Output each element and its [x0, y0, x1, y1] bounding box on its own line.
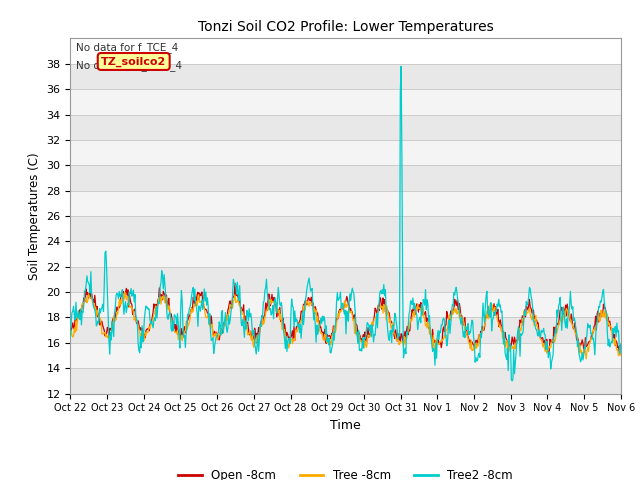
Text: No data for f_TCW_4: No data for f_TCW_4	[76, 60, 182, 71]
Y-axis label: Soil Temperatures (C): Soil Temperatures (C)	[28, 152, 41, 280]
Bar	[70, 292, 621, 317]
Bar	[70, 64, 621, 89]
Bar	[70, 115, 621, 140]
Bar	[70, 216, 621, 241]
Bar	[70, 165, 621, 191]
Bar	[70, 368, 621, 394]
Text: TZ_soilco2: TZ_soilco2	[101, 56, 166, 67]
Bar	[70, 267, 621, 292]
Bar	[70, 241, 621, 267]
Legend: Open -8cm, Tree -8cm, Tree2 -8cm: Open -8cm, Tree -8cm, Tree2 -8cm	[173, 465, 518, 480]
Bar	[70, 140, 621, 165]
Bar	[70, 317, 621, 343]
X-axis label: Time: Time	[330, 419, 361, 432]
Bar	[70, 191, 621, 216]
Title: Tonzi Soil CO2 Profile: Lower Temperatures: Tonzi Soil CO2 Profile: Lower Temperatur…	[198, 21, 493, 35]
Bar	[70, 343, 621, 368]
Bar	[70, 89, 621, 115]
Text: No data for f_TCE_4: No data for f_TCE_4	[76, 42, 178, 53]
